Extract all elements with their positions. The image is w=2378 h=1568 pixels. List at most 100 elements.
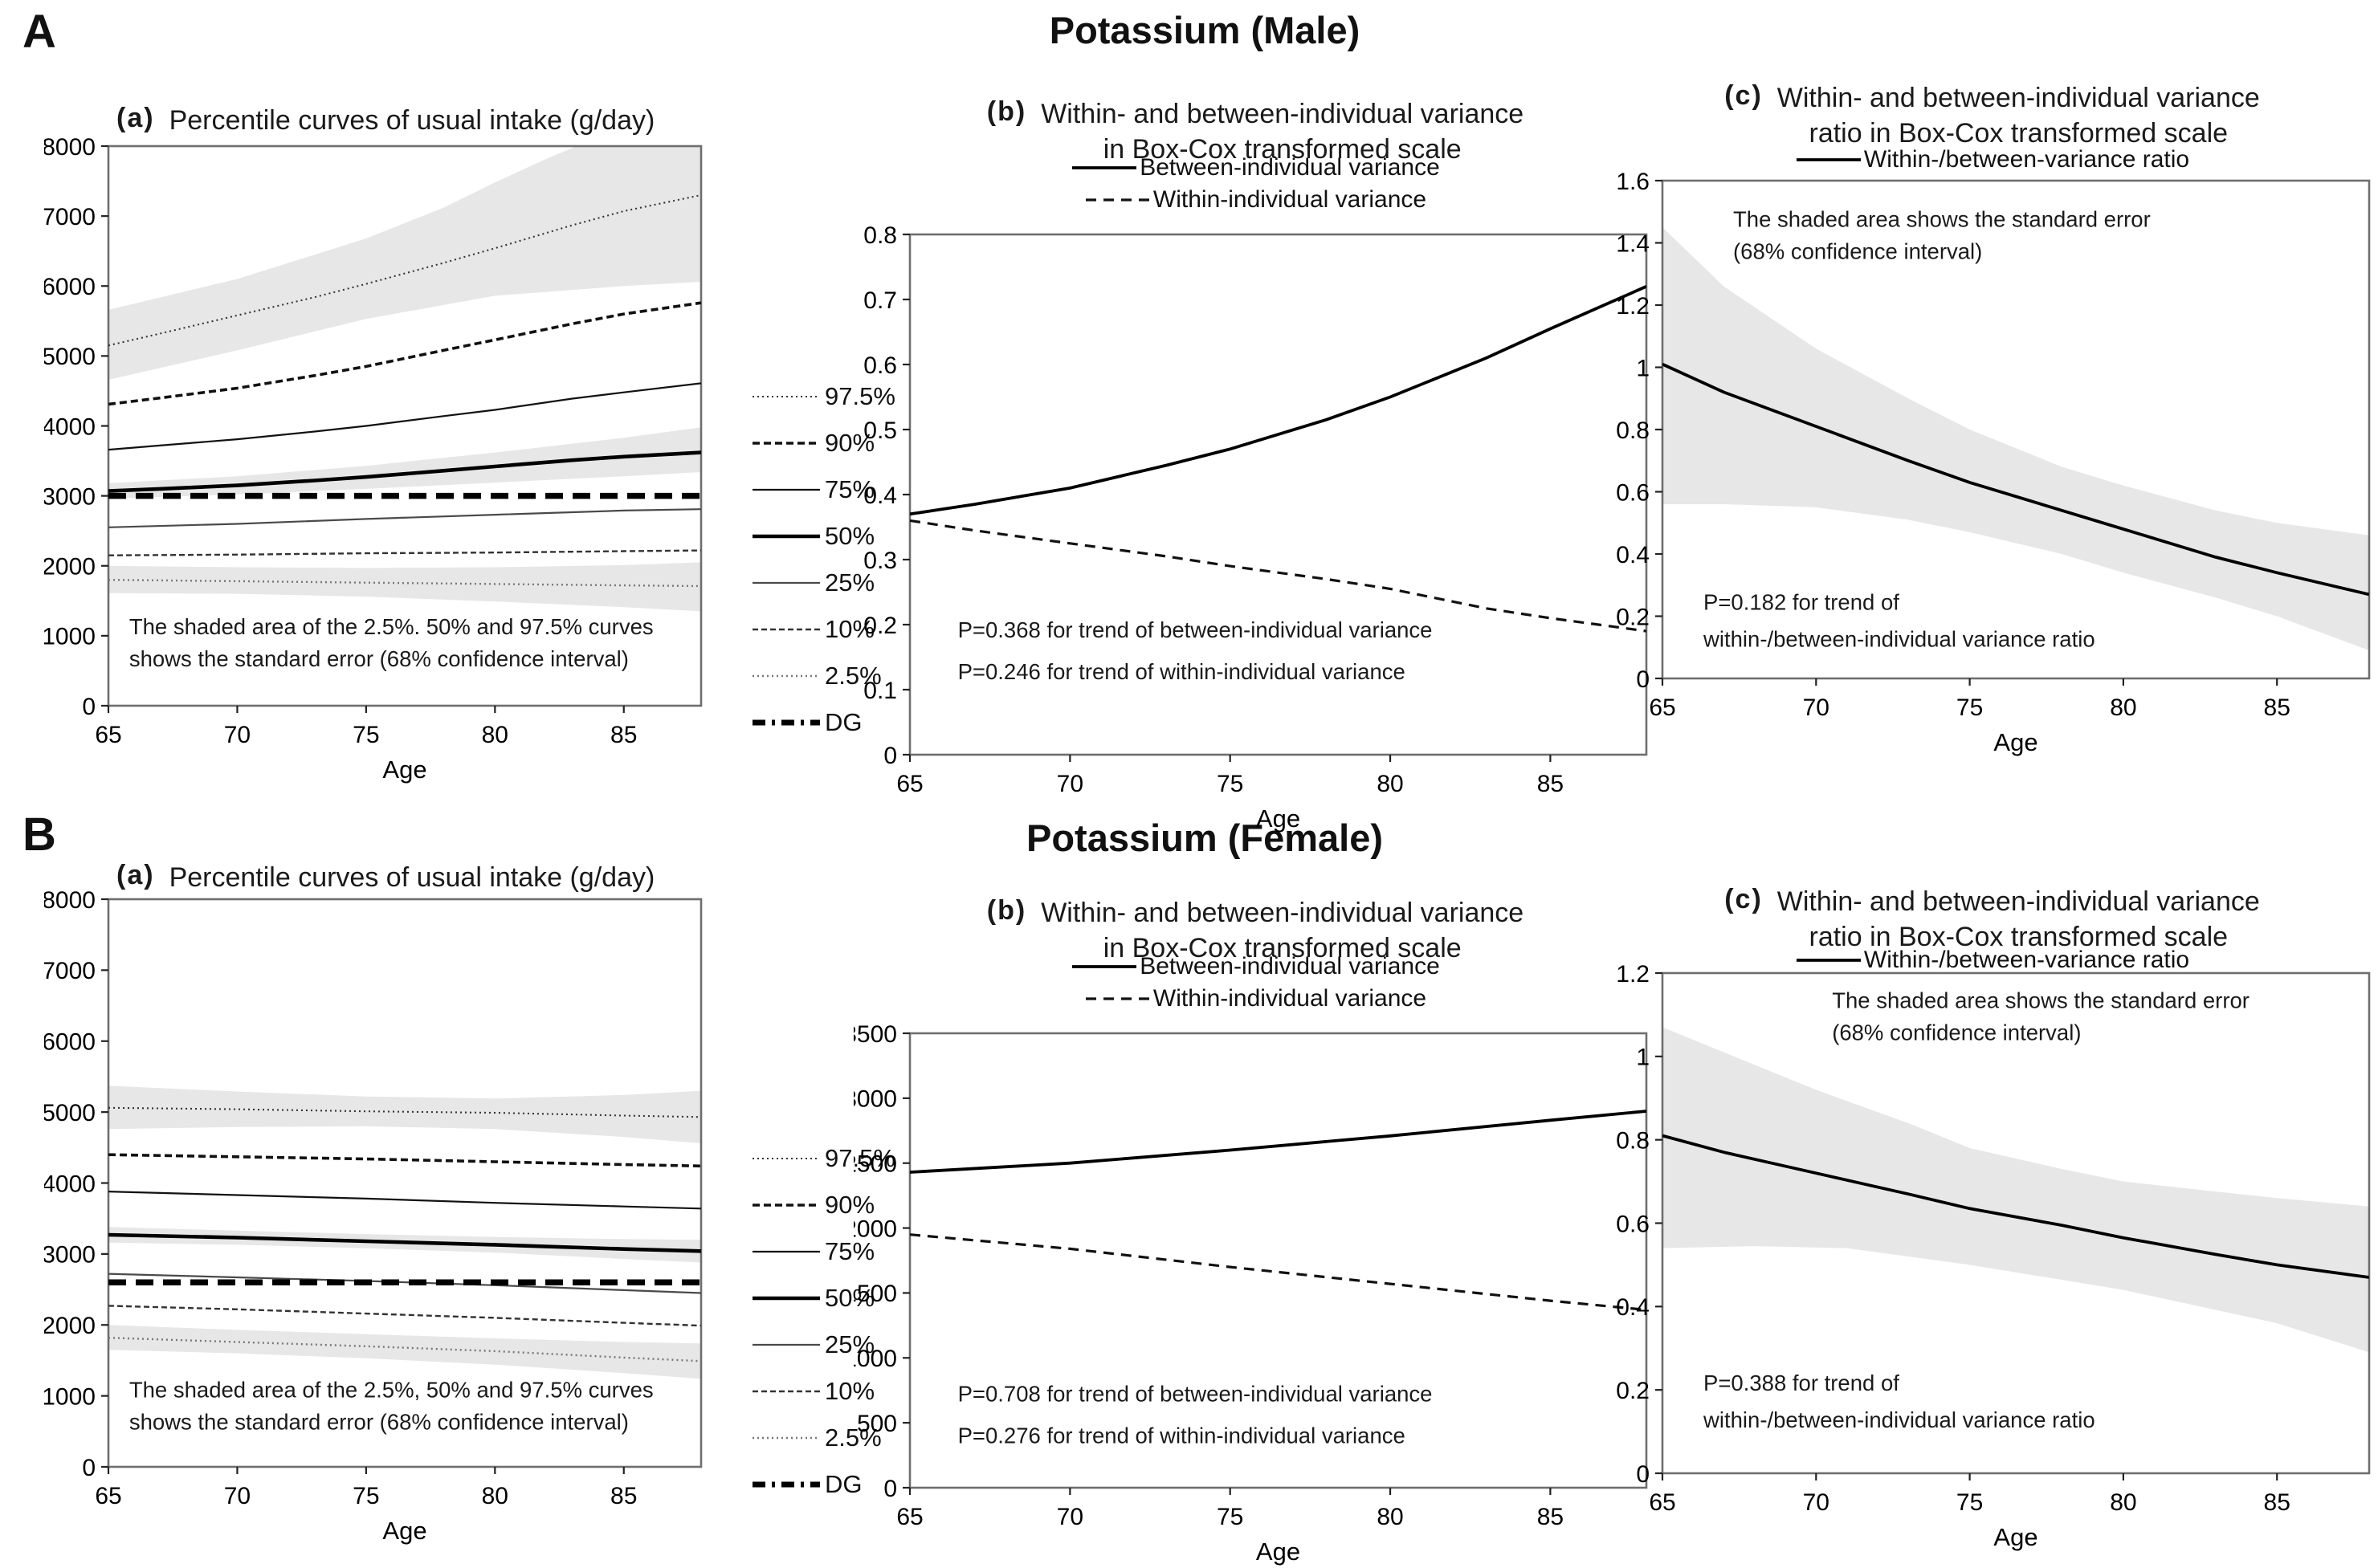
x-tick-label: 85 xyxy=(2264,1489,2290,1516)
x-tick-label: 75 xyxy=(1956,1489,1983,1516)
legend-label: Between-individual variance xyxy=(1140,953,1440,979)
y-tick-label: 0.7 xyxy=(863,287,897,314)
annotation-line: P=0.182 for trend of xyxy=(1703,589,1899,614)
female-row-title: Potassium (Female) xyxy=(1026,817,1384,859)
y-tick-label: 2000 xyxy=(44,554,96,580)
legend-entry: 75% xyxy=(751,1237,895,1266)
panel-title-line: in Box-Cox transformed scale xyxy=(1103,134,1462,165)
legend-line-sample xyxy=(753,534,820,539)
series-25% xyxy=(108,1273,701,1294)
legend-line-sample xyxy=(753,1343,820,1346)
male-variance-chart: 0 0.1 0.2 0.3 0.4 0.5 0.6 0.7 0.8 65 70 75 80 85 Age P=… xyxy=(863,225,1648,833)
x-axis-label: Age xyxy=(382,755,426,784)
series-Between-individual variance xyxy=(910,1110,1646,1174)
band-se-97.5 xyxy=(108,1085,701,1143)
panel-tag: (b) xyxy=(986,96,1027,127)
x-tick-label: 65 xyxy=(896,1504,923,1530)
annotation-line: within-/between-individual variance rati… xyxy=(1703,1407,2095,1432)
legend-line-sample xyxy=(753,628,820,631)
annotation-line: shows the standard error (68% confidence… xyxy=(129,646,629,671)
y-tick-label: 2500 xyxy=(854,1151,897,1178)
section-b-label: B xyxy=(22,808,56,861)
band-se-50 xyxy=(108,1227,701,1263)
y-tick-label: 0.5 xyxy=(863,417,897,444)
legend-entry: 25% xyxy=(751,1330,895,1359)
y-tick-label: 0.6 xyxy=(1616,1211,1650,1237)
panel-tag: (a) xyxy=(116,103,155,133)
legend-entry: Between-individual variance xyxy=(1071,154,1440,181)
legend-line-sample xyxy=(753,1296,820,1301)
y-tick-label: 0.6 xyxy=(1616,479,1650,506)
female-intake-chart: 0 1000 2000 3000 4000 5000 6000 7000 8000 65 70 75 8… xyxy=(44,890,703,1545)
panel-title-line: ratio in Box-Cox transformed scale xyxy=(1809,922,2229,952)
legend-entry: Within-individual variance xyxy=(1084,186,1426,214)
panel-female-ratio: (c) Within- and between-individual varia… xyxy=(1606,879,2378,1562)
y-tick-label: 0.8 xyxy=(1616,1127,1650,1154)
series-10% xyxy=(108,549,701,556)
legend-line-sample xyxy=(1085,997,1150,1000)
y-tick-label: 4000 xyxy=(44,1171,96,1197)
y-tick-label: 0 xyxy=(883,743,897,769)
x-tick-label: 75 xyxy=(1217,771,1243,797)
panel-title-line: Within- and between-individual variance xyxy=(1776,886,2260,917)
plot-frame xyxy=(908,1032,1648,1489)
annotation-line: P=0.276 for trend of within-individual v… xyxy=(958,1423,1405,1448)
legend-line-sample xyxy=(753,488,820,491)
y-tick-label: 7000 xyxy=(44,204,96,230)
legend-label: DG xyxy=(825,708,863,736)
legend-line-sample xyxy=(753,674,820,678)
legend-label: 75% xyxy=(825,1237,875,1265)
y-tick-label: 0.4 xyxy=(1616,542,1650,568)
panel-title-line: Within- and between-individual variance xyxy=(1776,83,2260,113)
panel-female-ratio-title: (c) Within- and between-individual varia… xyxy=(1606,879,2378,955)
y-tick-label: 3000 xyxy=(44,483,96,510)
x-tick-label: 85 xyxy=(610,722,637,748)
y-tick-label: 0 xyxy=(1636,666,1650,693)
annotation-line: P=0.388 for trend of xyxy=(1703,1370,1899,1395)
y-tick-label: 0.2 xyxy=(863,613,897,639)
x-tick-label: 65 xyxy=(95,1483,121,1509)
y-tick-label: 8000 xyxy=(44,136,96,161)
panel-male-ratio: (c) Within- and between-individual varia… xyxy=(1606,80,2378,771)
series-75% xyxy=(108,382,701,451)
y-tick-label: 2000 xyxy=(854,1216,897,1242)
band-se-2.5 xyxy=(108,562,701,612)
annotation-line: The shaded area shows the standard error xyxy=(1832,988,2250,1013)
panel-female-variance: (b) Within- and between-individual varia… xyxy=(854,895,1657,1566)
legend-entry: 10% xyxy=(751,1377,895,1406)
legend-line-sample xyxy=(753,1436,820,1440)
panel-male-variance: (b) Within- and between-individual varia… xyxy=(854,96,1657,833)
series-97.5% xyxy=(108,193,701,347)
legend-label: 10% xyxy=(825,1377,875,1405)
panel-tag: (c) xyxy=(1724,80,1763,111)
x-tick-label: 85 xyxy=(1537,1504,1564,1530)
y-tick-label: 1000 xyxy=(854,1346,897,1372)
legend-label: 2.5% xyxy=(825,662,882,690)
panel-title-line: Within- and between-individual variance xyxy=(1041,898,1524,928)
band-se-2.5 xyxy=(108,1325,701,1379)
y-tick-label: 1000 xyxy=(44,624,96,650)
annotation-line: (68% confidence interval) xyxy=(1733,239,1982,264)
female-ratio-legend: Within-/between-variance ratio xyxy=(1606,947,2378,979)
y-tick-label: 4000 xyxy=(44,413,96,440)
legend-entry: 50% xyxy=(751,522,895,551)
legend-line-sample xyxy=(753,581,820,584)
x-axis-label: Age xyxy=(1256,1537,1300,1566)
legend-entry: 10% xyxy=(751,615,895,644)
series-75% xyxy=(108,1191,701,1210)
legend-line-sample xyxy=(753,395,820,398)
y-tick-label: 1 xyxy=(1636,1045,1650,1071)
legend-entry: 25% xyxy=(751,568,895,597)
y-tick-label: 3000 xyxy=(44,1242,96,1269)
legend-entry: 90% xyxy=(751,429,895,458)
x-tick-label: 75 xyxy=(353,722,379,748)
female-variance-chart: 0 500 1000 1500 2000 2500 3000 3500 65 70 75 80 85 Ag… xyxy=(854,1024,1648,1566)
legend-label: 97.5% xyxy=(825,1144,895,1172)
annotation-line: P=0.708 for trend of between-individual … xyxy=(958,1381,1433,1406)
male-row-title: Potassium (Male) xyxy=(1049,9,1360,51)
panel-tag: (b) xyxy=(986,895,1027,926)
legend-entry: DG xyxy=(751,708,895,737)
y-tick-label: 0 xyxy=(82,1455,96,1481)
x-axis-label: Age xyxy=(1256,804,1300,833)
series-97.5% xyxy=(108,1106,701,1118)
